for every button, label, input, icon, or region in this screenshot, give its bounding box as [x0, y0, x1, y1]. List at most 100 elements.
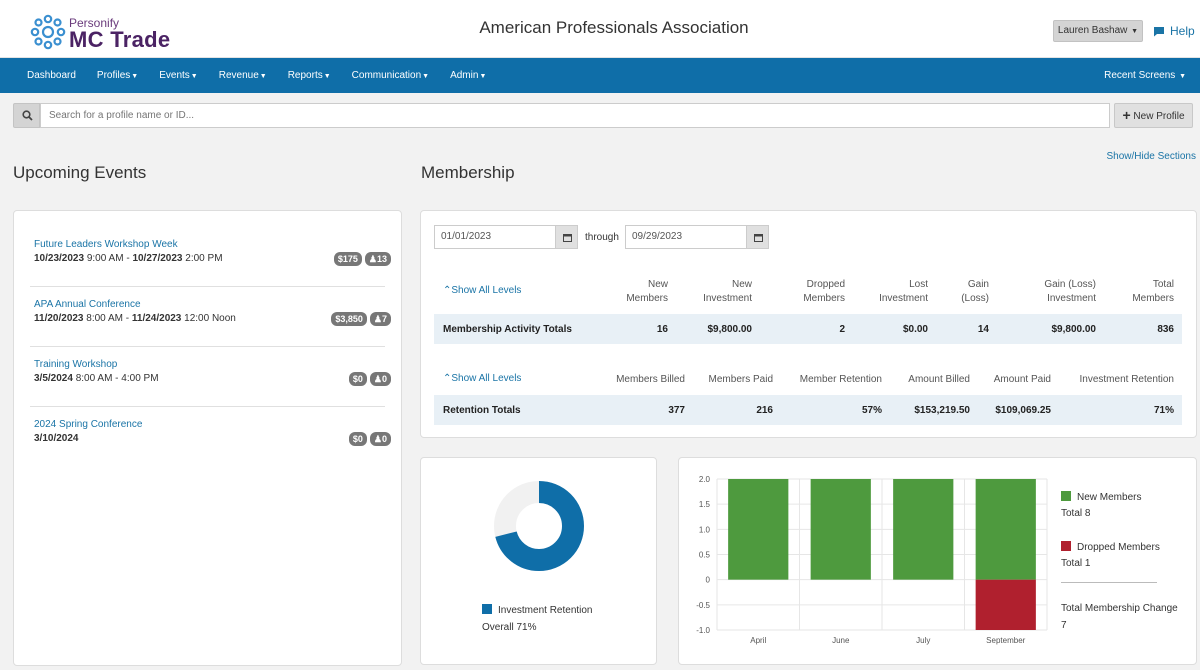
registrants-badge: ♟13	[364, 252, 391, 266]
logo-small-text: Personify	[69, 16, 120, 30]
calendar-icon	[563, 234, 572, 242]
event-dates: 11/20/2023 8:00 AM - 11/24/2023 12:00 No…	[34, 313, 236, 324]
nav-events[interactable]: Events▼	[159, 58, 198, 93]
y-tick-label: 0	[706, 576, 711, 585]
col-dropped-members: Dropped Members	[803, 278, 845, 306]
bar	[893, 479, 954, 580]
help-label: Help	[1170, 24, 1195, 38]
y-tick-label: -1.0	[696, 626, 710, 635]
nav-revenue[interactable]: Revenue▼	[219, 58, 267, 93]
nav-profiles[interactable]: Profiles▼	[97, 58, 138, 93]
event-item: APA Annual Conference 11/20/2023 8:00 AM…	[30, 287, 391, 347]
calendar-icon	[754, 234, 763, 242]
legend-dropped-total: Total 1	[1061, 558, 1091, 569]
legend-swatch	[482, 604, 492, 614]
from-date-calendar-button[interactable]	[555, 225, 578, 249]
registrants-badge: ♟7	[369, 312, 391, 326]
header-line-1: New	[731, 279, 752, 290]
nav-dashboard[interactable]: Dashboard	[27, 58, 76, 93]
event-title-link[interactable]: APA Annual Conference	[34, 299, 141, 310]
caret-icon: ▼	[190, 73, 198, 80]
cell-new-investment: $9,800.00	[707, 324, 753, 335]
event-title-link[interactable]: Training Workshop	[34, 359, 118, 370]
col-members-billed: Members Billed	[616, 374, 685, 385]
user-menu-button[interactable]: Lauren Bashaw ▼	[1053, 20, 1143, 42]
retention-show-levels-label: Show All Levels	[451, 373, 522, 384]
nav-dashboard-label: Dashboard	[27, 70, 76, 81]
event-start-time: 9:00 AM	[86, 253, 124, 264]
nav-communication-label: Communication	[351, 70, 422, 81]
col-gain-loss-investment: Gain (Loss) Investment	[1044, 278, 1096, 306]
event-badges: $3,850 ♟7	[331, 312, 391, 326]
activity-show-all-levels[interactable]: ⌃Show All Levels	[443, 285, 521, 296]
nav-reports[interactable]: Reports▼	[288, 58, 331, 93]
search-button[interactable]	[13, 103, 40, 128]
registrants-count: 7	[381, 314, 387, 324]
to-date-input[interactable]: 09/29/2023	[625, 225, 747, 249]
caret-icon: ▼	[131, 73, 139, 80]
chevron-down-icon: ▼	[1131, 28, 1139, 35]
chevron-up-icon: ⌃	[443, 285, 452, 296]
logo[interactable]: Personify MC Trade	[30, 12, 180, 52]
cell-amount-paid: $109,069.25	[995, 405, 1051, 416]
nav-communication[interactable]: Communication▼	[352, 58, 429, 93]
header-line-1: Gain	[967, 279, 989, 290]
through-label: through	[585, 232, 619, 243]
membership-activity-table: ⌃Show All Levels New Members New Investmen…	[434, 270, 1182, 344]
legend-divider	[1061, 582, 1157, 583]
donut-retention-arc	[494, 481, 584, 571]
donut-overall: Overall 71%	[482, 622, 537, 633]
show-hide-sections-link[interactable]: Show/Hide Sections	[1106, 151, 1197, 162]
membership-title: Membership	[421, 163, 515, 182]
activity-totals-row: Membership Activity Totals 16 $9,800.00 …	[434, 314, 1182, 344]
bar	[728, 479, 789, 580]
row-label: Retention Totals	[443, 405, 521, 416]
event-end-date: 11/24/2023	[131, 313, 182, 324]
event-dates: 10/23/2023 9:00 AM - 10/27/2023 2:00 PM	[34, 253, 223, 264]
caret-icon: ▼	[323, 73, 331, 80]
from-date-input[interactable]: 01/01/2023	[434, 225, 556, 249]
header-line-2: (Loss)	[961, 293, 989, 304]
retention-show-all-levels[interactable]: ⌃Show All Levels	[443, 373, 521, 384]
header-line-2: Investment	[1047, 293, 1096, 304]
nav-admin[interactable]: Admin▼	[450, 58, 486, 93]
header-line-1: Total	[1152, 279, 1174, 290]
membership-bar-chart: 2.0 1.5 1.0 0.5 0 -0.5 -1.0 April June July Septem…	[696, 475, 1048, 645]
cell-lost-investment: $0.00	[902, 324, 928, 335]
event-badges: $0 ♟0	[348, 432, 391, 446]
event-title-link[interactable]: 2024 Spring Conference	[34, 419, 143, 430]
event-end-time: 12:00 Noon	[184, 313, 236, 324]
retention-table: ⌃Show All Levels Members Billed Members …	[434, 364, 1182, 425]
col-lost-investment: Lost Investment	[879, 278, 928, 306]
event-dates: 3/10/2024	[34, 433, 79, 444]
search-icon	[22, 110, 33, 121]
investment-retention-panel: Investment Retention Overall 71%	[420, 457, 657, 665]
donut-legend-label: Investment Retention	[498, 605, 593, 616]
x-tick-label: June	[832, 636, 850, 645]
nav-items: Dashboard Profiles▼ Events▼ Revenue▼ Rep…	[27, 58, 507, 93]
to-date-calendar-button[interactable]	[746, 225, 769, 249]
user-name: Lauren Bashaw	[1057, 25, 1128, 36]
logo-icon	[30, 14, 66, 50]
new-profile-button[interactable]: + New Profile	[1114, 103, 1193, 128]
col-gain-loss: Gain (Loss)	[961, 278, 989, 306]
nav-events-label: Events	[159, 70, 190, 81]
recent-screens-label: Recent Screens	[1104, 70, 1176, 81]
donut-legend: Investment Retention	[482, 604, 593, 616]
y-tick-label: 1.5	[699, 500, 711, 509]
search-input[interactable]	[40, 103, 1110, 128]
event-item: Future Leaders Workshop Week 10/23/2023 …	[30, 227, 391, 287]
event-item: Training Workshop 3/5/2024 8:00 AM - 4:0…	[30, 347, 391, 407]
y-tick-label: 0.5	[699, 551, 711, 560]
person-icon: ♟	[373, 374, 382, 384]
y-tick-label: 1.0	[699, 525, 711, 534]
col-total-members: Total Members	[1132, 278, 1174, 306]
event-title-link[interactable]: Future Leaders Workshop Week	[34, 239, 178, 250]
help-link[interactable]: Help	[1153, 24, 1195, 38]
recent-screens-menu[interactable]: Recent Screens ▼	[1104, 58, 1186, 94]
legend-dropped-label: Dropped Members	[1077, 542, 1160, 553]
cell-members-paid: 216	[756, 405, 773, 416]
caret-icon: ▼	[479, 73, 487, 80]
legend-total-change-label: Total Membership Change	[1061, 603, 1178, 614]
x-tick-label: April	[750, 636, 766, 645]
